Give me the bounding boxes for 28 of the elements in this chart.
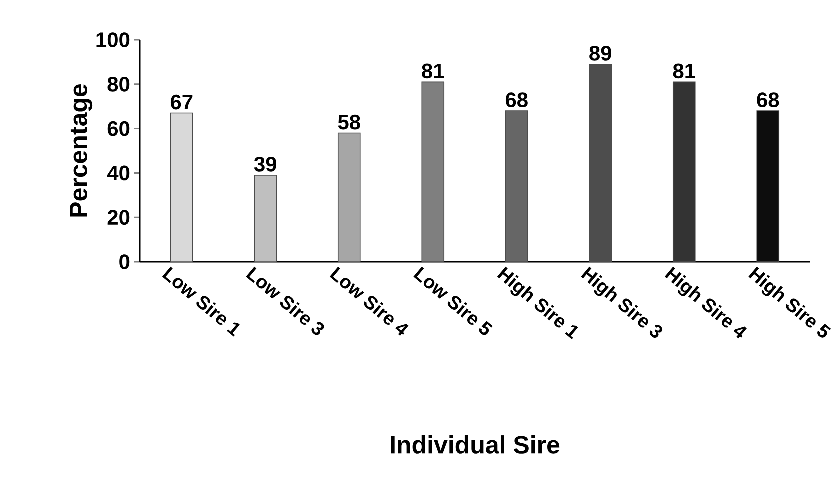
bar [589, 64, 612, 262]
x-tick-label: Low Sire 4 [330, 266, 409, 336]
data-label: 89 [590, 46, 612, 61]
y-tick-label: 0 [120, 254, 130, 270]
data-label: 68 [757, 92, 780, 108]
data-label: 68 [506, 92, 528, 108]
bar [505, 110, 528, 262]
y-tick-label: 80 [108, 76, 130, 92]
y-axis-title: Percentage [70, 84, 93, 217]
data-label: 81 [673, 64, 696, 79]
data-label: 81 [422, 64, 444, 79]
x-tick-label: Low Sire 5 [414, 266, 493, 336]
bar [170, 112, 194, 262]
bar [422, 82, 445, 262]
x-axis-title: Individual Sire [391, 436, 560, 454]
data-label: 39 [254, 156, 277, 172]
x-tick-label: Low Sire 3 [246, 266, 324, 336]
bar [672, 82, 696, 262]
y-tick-label: 40 [107, 166, 130, 181]
y-tick-label: 20 [108, 210, 130, 226]
data-label: 67 [170, 94, 193, 110]
x-tick-label: Low Sire 1 [162, 266, 240, 337]
y-tick-label: 100 [96, 32, 130, 48]
data-label: 58 [338, 114, 360, 130]
bar [756, 110, 780, 262]
y-tick-label: 60 [108, 121, 130, 136]
bar [338, 132, 361, 262]
bar [254, 175, 278, 262]
